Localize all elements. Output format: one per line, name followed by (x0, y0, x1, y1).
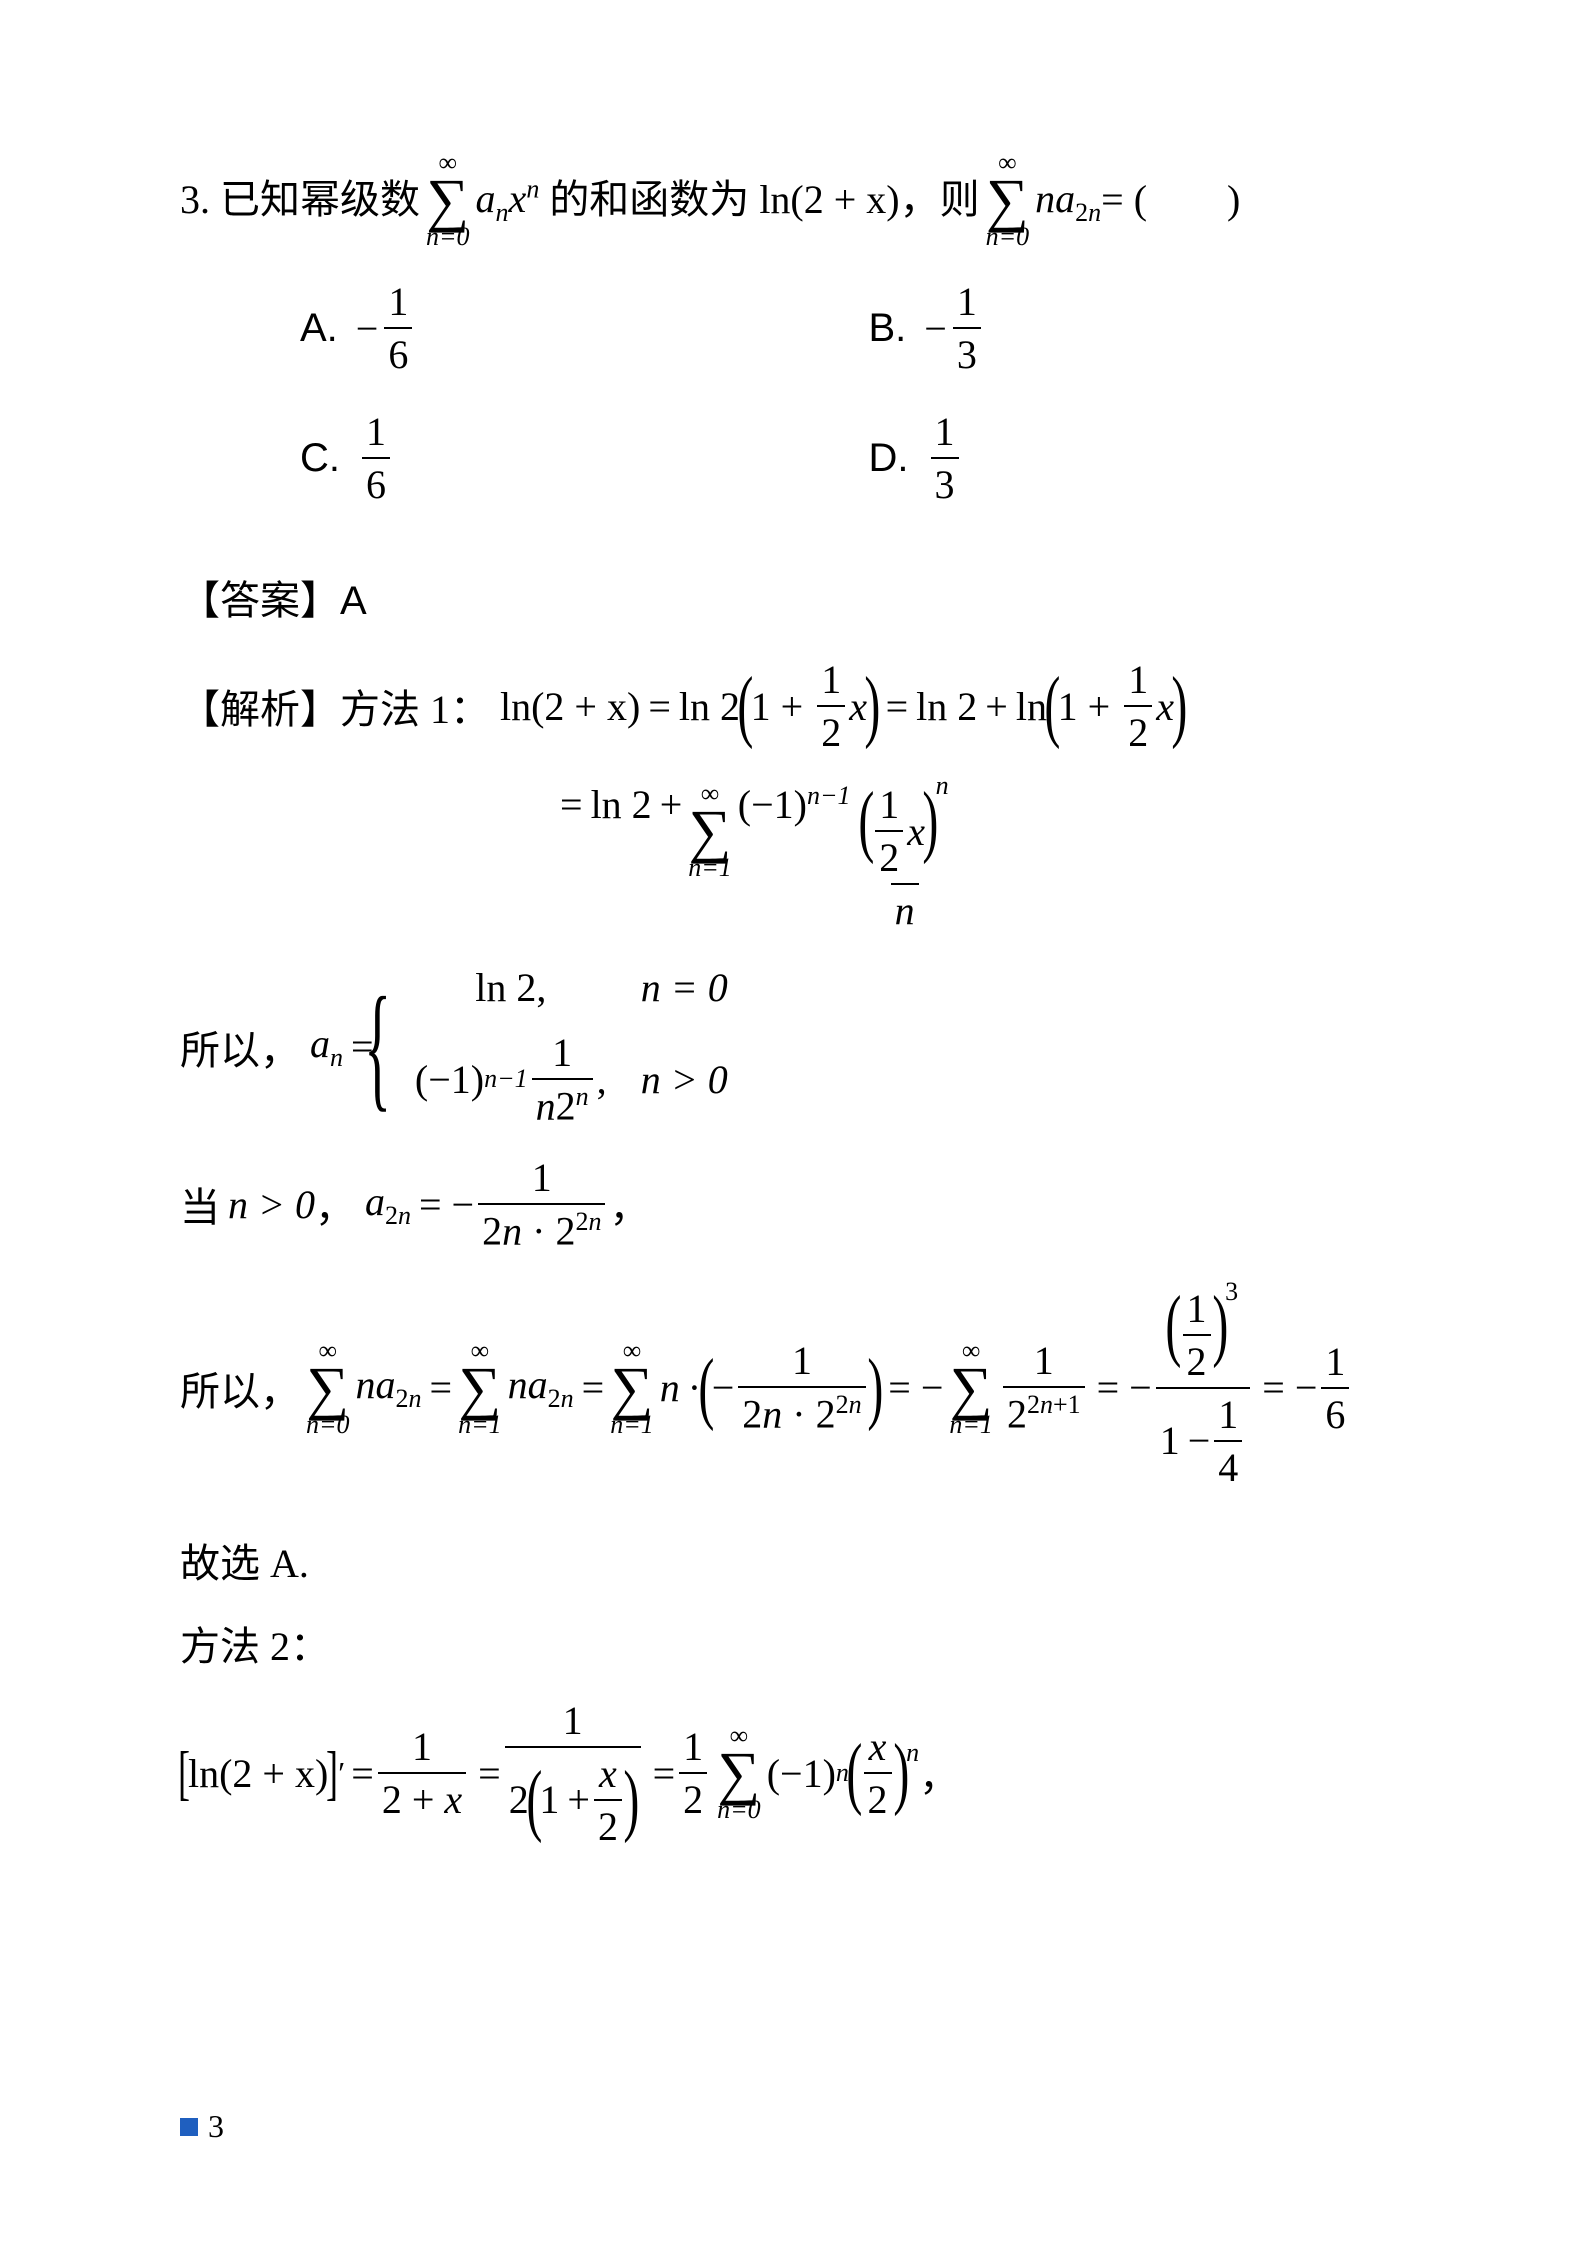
option-c: C. 1 6 (300, 408, 869, 508)
option-a-label: A. (300, 306, 338, 351)
hence-line: 故选 A. (180, 1531, 1437, 1589)
sum-symbol-2: ∞ ∑ n=0 (986, 150, 1030, 250)
option-a: A. − 1 6 (300, 278, 869, 378)
question-prefix: 已知幂级数 (220, 168, 420, 232)
question-mid1: 的和函数为 (549, 168, 749, 232)
option-d-value: 1 3 (931, 408, 959, 508)
question-tail: = ( ) (1101, 168, 1240, 232)
answer-label: 【答案】 (180, 578, 340, 623)
options-block: A. − 1 6 B. − 1 3 C. 1 6 D. 1 (300, 278, 1437, 538)
ln-expr: ln(2 + x) (759, 168, 899, 232)
option-c-value: 1 6 (362, 408, 390, 508)
option-c-label: C. (300, 436, 340, 481)
sum-symbol-3: ∞ ∑ n=1 (688, 781, 732, 934)
option-d: D. 1 3 (869, 408, 1438, 508)
question-line: 3. 已知幂级数 ∞ ∑ n=0 anxn 的和函数为 ln(2 + x) ，则… (180, 150, 1437, 250)
option-b-value: 1 3 (953, 278, 981, 378)
solution-method1-line1: 【解析】 方法 1： ln(2 + x) = ln 2 ( 1 + 12 x )… (180, 656, 1437, 756)
sum-symbol-1: ∞ ∑ n=0 (426, 150, 470, 250)
question-number: 3. (180, 168, 210, 232)
method1-label: 方法 1： (340, 677, 490, 735)
page-number: 3 (208, 2108, 224, 2145)
so-label-1: 所以， (180, 1018, 300, 1076)
chain-line: 所以， ∞∑n=0 na2n = ∞∑n=1 na2n = ∞∑n=1 n · … (180, 1285, 1437, 1491)
solution-method1-line2: = ln 2 + ∞ ∑ n=1 (−1)n−1 ( 12 x ) n n (560, 781, 1437, 934)
an-cases: 所以， an = { ln 2, n = 0 (−1)n−1 1 n2n (180, 964, 1437, 1129)
page-footer: 3 (180, 2108, 224, 2145)
footer-square-icon (180, 2118, 198, 2136)
option-b-label: B. (869, 306, 907, 351)
option-d-label: D. (869, 436, 909, 481)
answer-value: A (340, 579, 367, 623)
question-mid2: ，则 (900, 168, 980, 232)
solution-label: 【解析】 (180, 677, 340, 735)
answer-line: 【答案】A (180, 568, 1437, 626)
method2-equation: [ ln(2 + x) ] ′ = 1 2 + x = 1 2 ( 1 + x2… (180, 1697, 1437, 1850)
option-a-value: 1 6 (384, 278, 412, 378)
method2-label-line: 方法 2： (180, 1614, 1437, 1672)
option-b: B. − 1 3 (869, 278, 1438, 378)
term-na2n: na2n (1035, 167, 1101, 234)
a2n-line: 当 n > 0 ， a2n = − 1 2n · 22n ， (180, 1154, 1437, 1254)
term-anxn: anxn (476, 167, 540, 234)
